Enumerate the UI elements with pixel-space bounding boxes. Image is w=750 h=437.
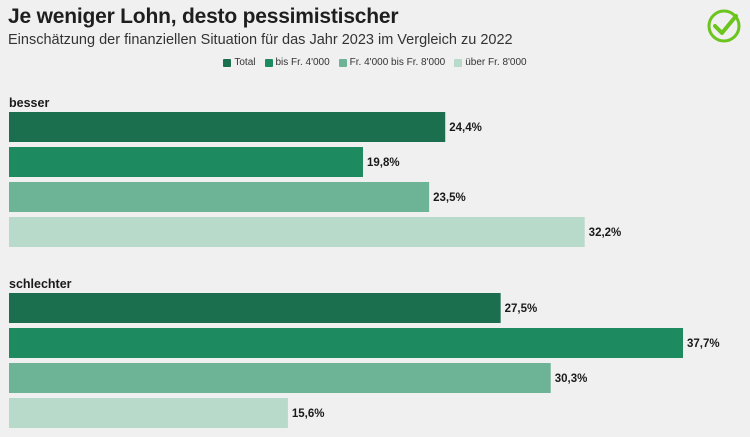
data-label-besser-3: 32,2%: [589, 227, 622, 239]
data-label-schlechter-1: 37,7%: [687, 338, 720, 350]
legend-item-total: Total: [223, 57, 256, 68]
bar-schlechter-1: [9, 328, 684, 358]
legend-label: bis Fr. 4'000: [275, 57, 330, 68]
legend-label: Fr. 4'000 bis Fr. 8'000: [349, 57, 446, 68]
bar-schlechter-3: [9, 398, 288, 428]
group-label-schlechter: schlechter: [9, 277, 72, 291]
legend-swatch: [223, 58, 232, 67]
legend-swatch: [264, 58, 273, 67]
data-label-besser-1: 19,8%: [367, 157, 400, 169]
data-label-besser-0: 24,4%: [449, 122, 482, 134]
data-label-schlechter-0: 27,5%: [505, 303, 538, 315]
legend-item-ueber-8000: über Fr. 8'000: [454, 57, 527, 68]
bar-schlechter-0: [9, 293, 501, 323]
legend-item-4000-8000: Fr. 4'000 bis Fr. 8'000: [338, 57, 446, 68]
legend: Total bis Fr. 4'000 Fr. 4'000 bis Fr. 8'…: [0, 57, 750, 68]
legend-label: Total: [234, 57, 256, 68]
bar-besser-3: [9, 217, 585, 247]
bar-schlechter-2: [9, 363, 551, 393]
legend-item-bis-4000: bis Fr. 4'000: [264, 57, 330, 68]
bar-besser-1: [9, 147, 363, 177]
chart-subtitle: Einschätzung der finanziellen Situation …: [8, 32, 513, 48]
checkmark-circle-icon: [707, 9, 741, 43]
chart-title: Je weniger Lohn, desto pessimistischer: [8, 5, 399, 28]
legend-swatch: [338, 58, 347, 67]
data-label-besser-2: 23,5%: [433, 192, 466, 204]
group-label-besser: besser: [9, 96, 49, 110]
legend-swatch: [454, 58, 463, 67]
bar-besser-0: [9, 112, 446, 142]
legend-label: über Fr. 8'000: [465, 57, 527, 68]
data-label-schlechter-2: 30,3%: [555, 373, 588, 385]
data-label-schlechter-3: 15,6%: [292, 408, 325, 420]
bar-besser-2: [9, 182, 430, 212]
